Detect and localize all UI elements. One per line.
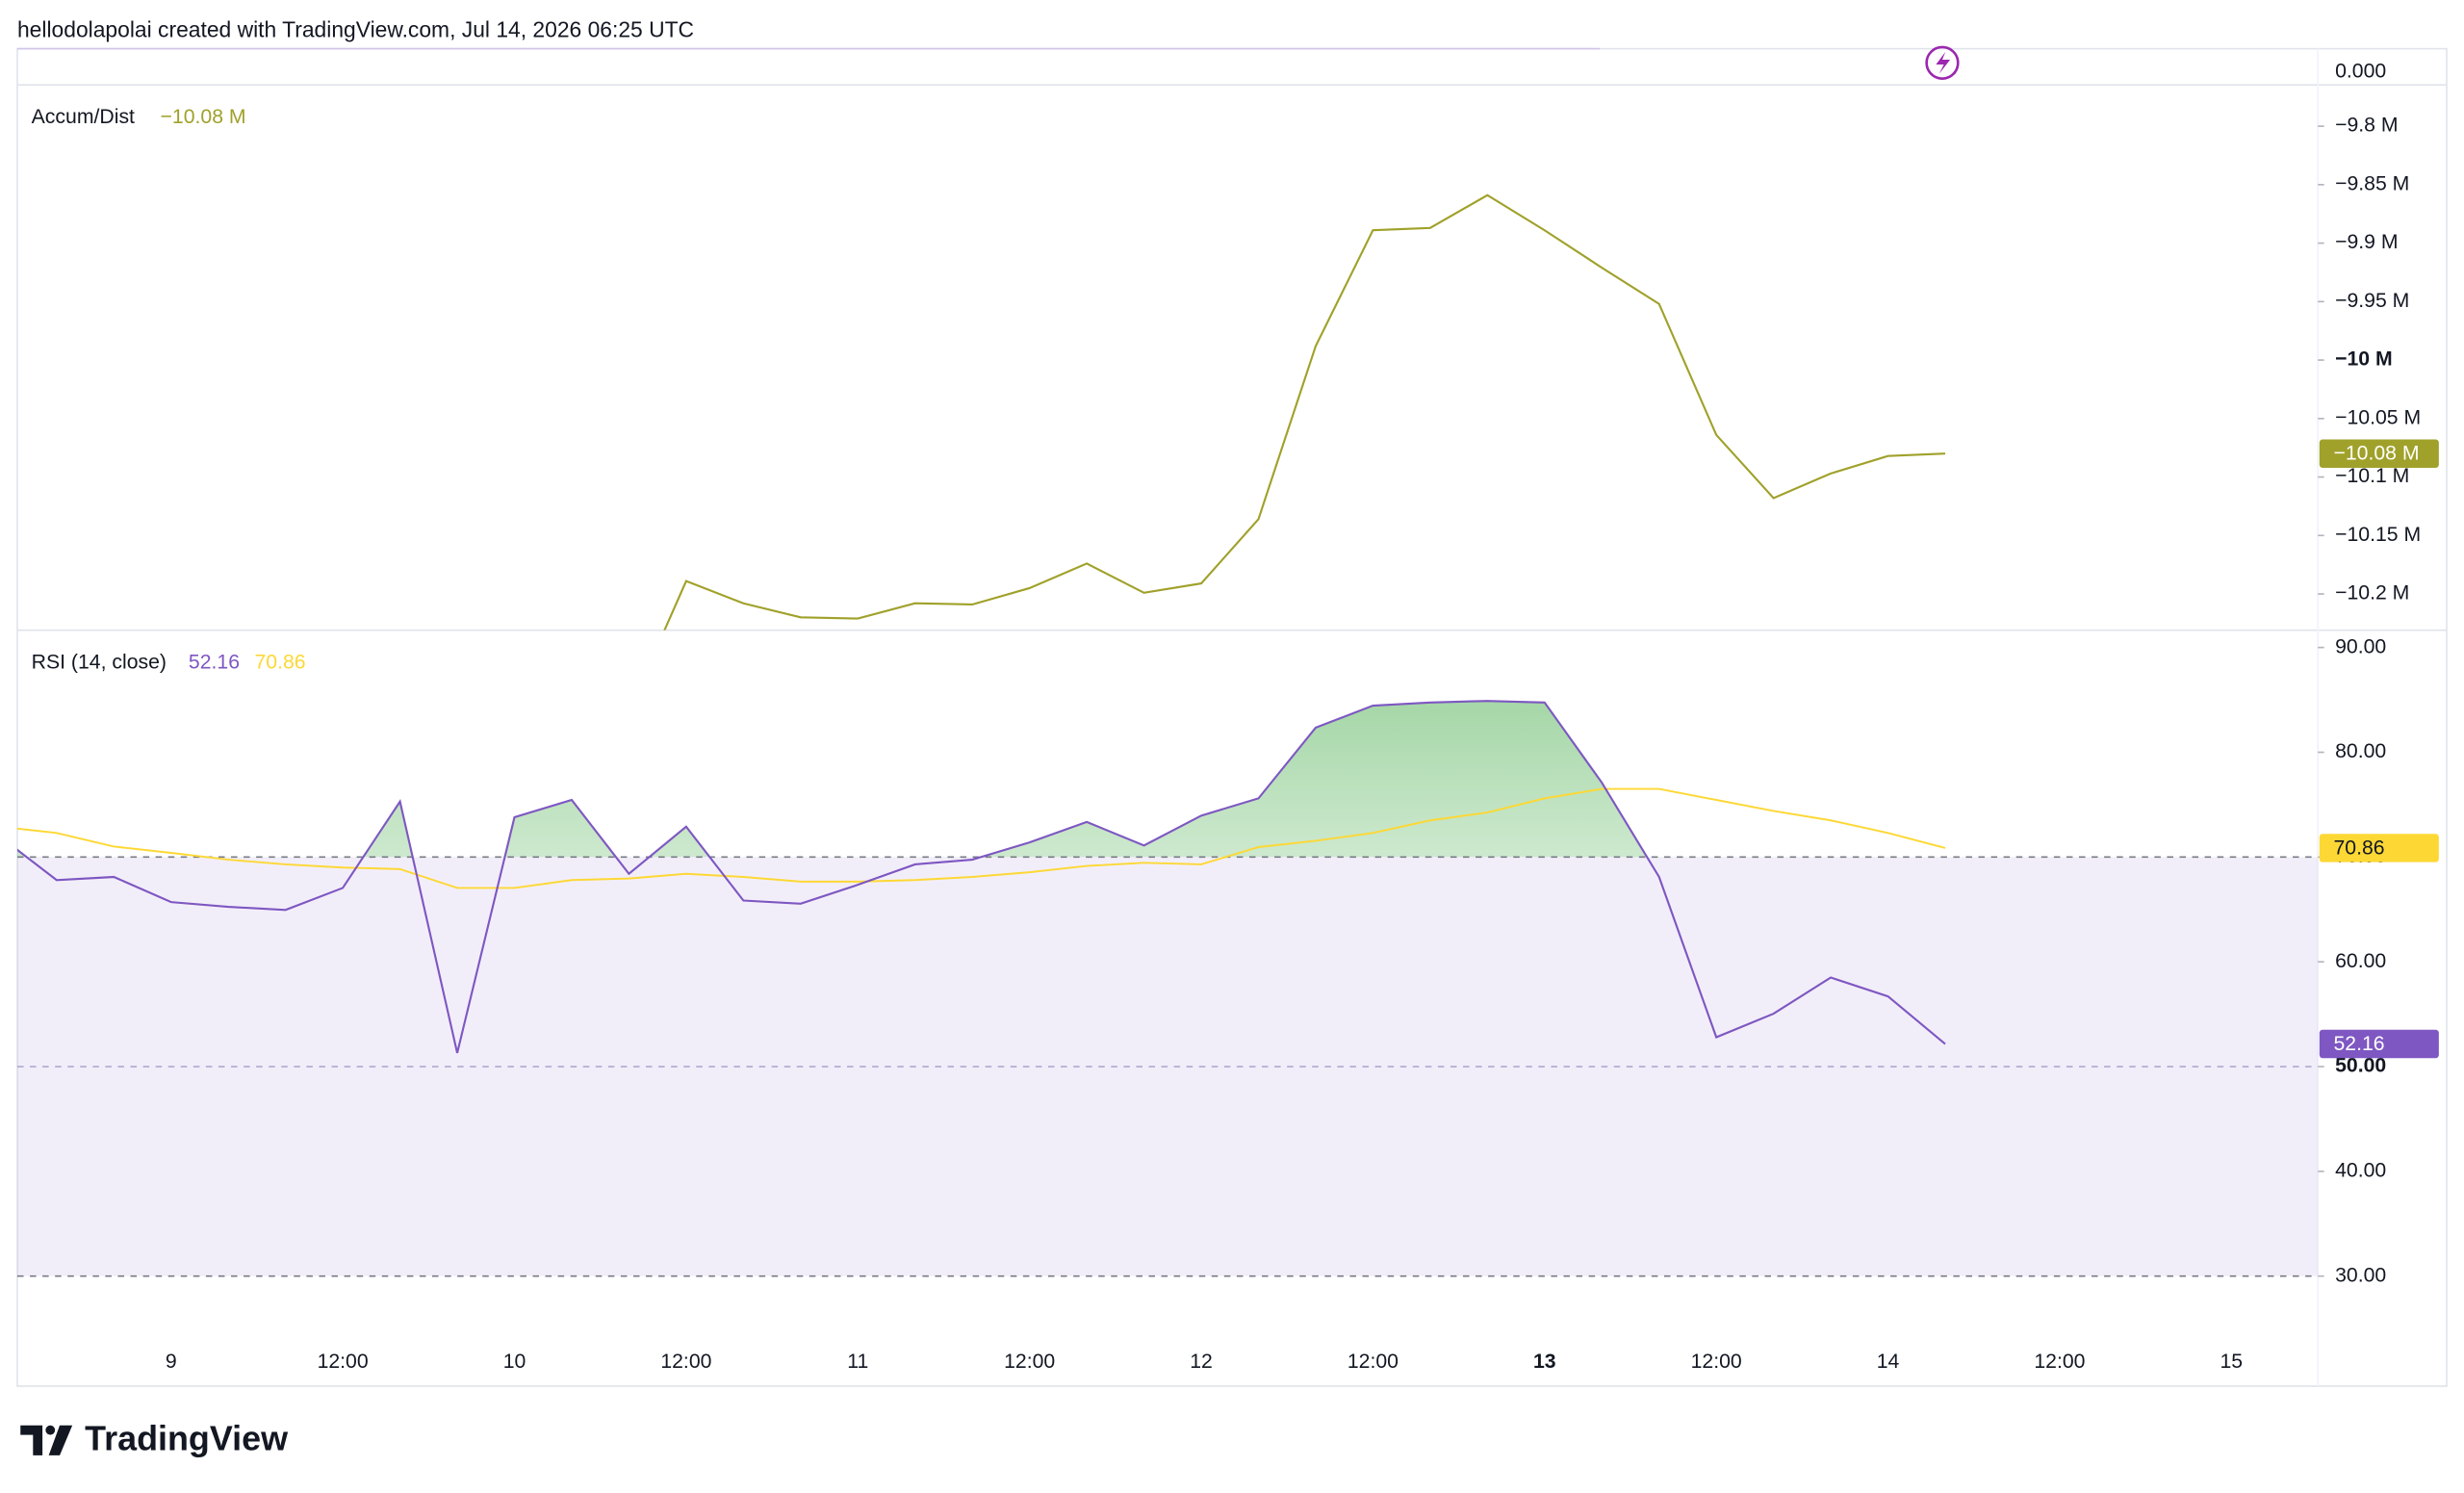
badge-text: 52.16 <box>2333 1033 2384 1055</box>
x-tick-label: 12:00 <box>1691 1351 1742 1373</box>
last-value-badge: 70.86 <box>2319 834 2439 862</box>
y-tick-label: −10.1 M <box>2335 465 2409 487</box>
y-tick-label: −10 M <box>2335 348 2393 371</box>
x-tick-label: 15 <box>2220 1351 2244 1373</box>
x-tick-label: 11 <box>847 1351 868 1373</box>
alert-icon-bolt <box>1936 51 1951 74</box>
indicator-line <box>663 193 1946 631</box>
badge-bg <box>2319 439 2439 468</box>
x-tick-label: 14 <box>1877 1351 1900 1373</box>
badge-bg <box>2319 834 2439 862</box>
legend-value: −10.08 M <box>161 106 246 128</box>
y-tick-label: −9.85 M <box>2335 172 2409 194</box>
y-tick-label: 80.00 <box>2335 740 2386 762</box>
x-tick-label: 12:00 <box>660 1351 711 1373</box>
y-tick-label: −9.8 M <box>2335 115 2398 137</box>
y-tick-label: 40.00 <box>2335 1159 2386 1181</box>
badge-text: −10.08 M <box>2333 443 2419 465</box>
header: hellodolapolai created with TradingView.… <box>17 17 694 42</box>
x-tick-label: 13 <box>1533 1351 1556 1373</box>
main-axis-label: 0.000 <box>2335 61 2386 83</box>
last-value-badge: 52.16 <box>2319 1029 2439 1059</box>
y-tick-label: −10.05 M <box>2335 406 2421 428</box>
badge-text: 70.86 <box>2333 837 2384 859</box>
x-tick-label: 12:00 <box>2034 1351 2085 1373</box>
badge-bg <box>2319 1029 2439 1059</box>
logo-mark <box>45 1425 56 1435</box>
logo-text: TradingView <box>85 1419 288 1458</box>
logo-mark <box>20 1425 43 1455</box>
y-tick-label: −10.15 M <box>2335 524 2421 546</box>
alert-icon[interactable] <box>1925 45 1960 80</box>
pane-title: RSI (14, close) <box>32 652 167 674</box>
overbought-fill <box>16 701 1946 858</box>
y-tick-label: 90.00 <box>2335 635 2386 657</box>
x-tick-label: 12:00 <box>318 1351 369 1373</box>
y-tick-label: −9.9 M <box>2335 231 2398 253</box>
y-tick-label: −10.2 M <box>2335 582 2409 605</box>
x-tick-label: 12:00 <box>1348 1351 1399 1373</box>
logo: TradingView <box>20 1419 288 1458</box>
last-value-badge: −10.08 M <box>2319 439 2439 468</box>
x-tick-label: 10 <box>503 1351 526 1373</box>
logo-mark <box>48 1425 73 1455</box>
y-tick-label: 50.00 <box>2335 1055 2386 1077</box>
indicator-line <box>16 787 1946 889</box>
legend-value: 70.86 <box>255 652 306 674</box>
x-tick-label: 9 <box>166 1351 177 1373</box>
legend-value: 52.16 <box>189 652 240 674</box>
y-tick-label: −9.95 M <box>2335 290 2409 312</box>
y-tick-label: 30.00 <box>2335 1264 2386 1286</box>
x-tick-label: 12 <box>1190 1351 1213 1373</box>
indicator-line <box>16 700 1946 1054</box>
pane-title: Accum/Dist <box>32 106 135 128</box>
x-tick-label: 12:00 <box>1004 1351 1055 1373</box>
y-tick-label: 60.00 <box>2335 950 2386 972</box>
